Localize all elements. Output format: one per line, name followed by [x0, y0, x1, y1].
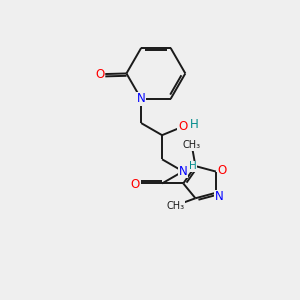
- Text: O: O: [178, 120, 187, 133]
- Text: CH₃: CH₃: [167, 200, 184, 211]
- Text: H: H: [189, 118, 198, 131]
- Text: N: N: [215, 190, 224, 203]
- Text: O: O: [218, 164, 227, 177]
- Text: O: O: [130, 178, 140, 190]
- Text: CH₃: CH₃: [183, 140, 201, 150]
- Text: H: H: [189, 161, 196, 171]
- Text: O: O: [95, 68, 104, 80]
- Text: N: N: [137, 92, 146, 105]
- Text: N: N: [178, 165, 188, 178]
